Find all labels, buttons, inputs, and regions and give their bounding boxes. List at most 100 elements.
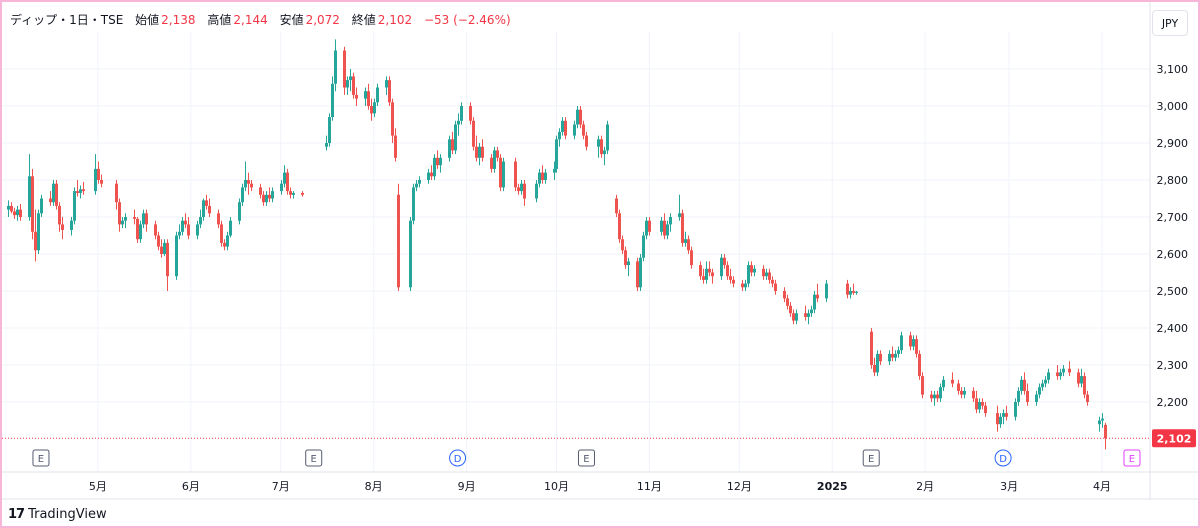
close-value: 2,102 xyxy=(377,13,413,27)
candle-body xyxy=(145,213,148,225)
footer-logo[interactable]: 17 TradingView xyxy=(8,507,107,522)
candle-body xyxy=(855,291,858,293)
earnings-marker-icon[interactable]: E xyxy=(32,449,50,467)
candle-body xyxy=(283,172,286,184)
candle-body xyxy=(271,191,274,199)
candle-body xyxy=(187,224,190,236)
candle-body xyxy=(16,209,19,216)
y-tick-label: 2,400 xyxy=(1157,322,1189,335)
candle-body xyxy=(807,313,810,317)
candle-body xyxy=(810,309,813,314)
candle-body xyxy=(942,379,945,388)
candle-body xyxy=(544,172,547,180)
earnings-marker-label: E xyxy=(583,454,589,465)
x-tick-label: 5月 xyxy=(89,480,107,493)
candle-body xyxy=(624,250,627,266)
candle-body xyxy=(585,135,588,147)
candle-body xyxy=(142,213,145,225)
candle-body xyxy=(1023,379,1026,391)
candle-body xyxy=(774,283,777,291)
candle-body xyxy=(385,80,388,88)
earnings-marker-icon[interactable]: E xyxy=(305,449,323,467)
candle-body xyxy=(541,172,544,180)
currency-button[interactable]: JPY xyxy=(1152,10,1188,36)
candle-body xyxy=(514,161,517,188)
candle-body xyxy=(184,220,187,225)
earnings-marker-icon[interactable]: E xyxy=(862,449,880,467)
candle-body xyxy=(52,183,55,203)
candle-body xyxy=(786,298,789,306)
candle-body xyxy=(481,146,484,158)
candle-body xyxy=(250,183,253,188)
candle-body xyxy=(115,183,118,203)
candle-body xyxy=(1005,413,1008,417)
candle-body xyxy=(334,50,337,84)
x-tick-label: 2025 xyxy=(817,480,848,493)
candle-body xyxy=(846,283,849,295)
candle-body xyxy=(301,192,304,195)
candle-body xyxy=(930,394,933,399)
candle-body xyxy=(538,172,541,184)
candle-body xyxy=(699,265,702,277)
earnings-marker-icon[interactable]: E xyxy=(577,449,595,467)
candle-body xyxy=(268,194,271,199)
candle-body xyxy=(217,213,220,225)
candle-body xyxy=(1062,368,1065,373)
candle-body xyxy=(154,224,157,236)
tradingview-logo-icon: 17 xyxy=(8,507,25,522)
candle-body xyxy=(124,217,127,221)
earnings-marker-icon[interactable]: E xyxy=(1123,449,1141,467)
candle-body xyxy=(163,242,166,254)
candle-body xyxy=(82,189,85,192)
candle-body xyxy=(40,198,43,214)
y-tick-label: 2,700 xyxy=(1157,211,1189,224)
last-price-label: 2,102 xyxy=(1157,432,1192,445)
candle-body xyxy=(100,180,103,184)
candle-body xyxy=(58,205,61,225)
x-tick-label: 10月 xyxy=(544,480,569,493)
candle-body xyxy=(409,220,412,288)
candle-body xyxy=(523,183,526,199)
symbol-title[interactable]: ディップ・1日・TSE xyxy=(10,13,124,27)
candle-body xyxy=(642,235,645,258)
candle-body xyxy=(912,339,915,347)
candle-body xyxy=(70,220,73,230)
candle-body xyxy=(415,183,418,188)
candle-body xyxy=(951,379,954,384)
candle-body xyxy=(999,416,1002,425)
candle-body xyxy=(804,313,807,317)
candle-body xyxy=(795,313,798,321)
candle-body xyxy=(669,217,672,225)
low-label: 安値 xyxy=(279,13,304,27)
candle-body xyxy=(762,268,765,277)
candle-body xyxy=(1080,376,1083,384)
candle-body xyxy=(681,213,684,243)
candle-body xyxy=(34,231,37,251)
candle-body xyxy=(448,139,451,158)
candle-body xyxy=(496,150,499,158)
candle-body xyxy=(1041,383,1044,388)
candle-body xyxy=(535,183,538,199)
candle-body xyxy=(61,224,64,230)
candle-body xyxy=(49,198,52,203)
candle-body xyxy=(792,313,795,321)
candle-body xyxy=(259,187,262,195)
y-tick-label: 2,900 xyxy=(1157,137,1189,150)
candle-body xyxy=(564,120,567,136)
dividend-marker-icon[interactable]: D xyxy=(449,449,467,467)
dividend-marker-icon[interactable]: D xyxy=(994,449,1012,467)
candle-body xyxy=(705,268,708,280)
candle-body xyxy=(579,109,582,125)
candle-body xyxy=(663,220,666,236)
candle-body xyxy=(223,242,226,247)
x-tick-label: 12月 xyxy=(727,480,752,493)
candle-body xyxy=(753,268,756,273)
x-tick-label: 6月 xyxy=(182,480,200,493)
candle-body xyxy=(388,80,391,103)
candle-body xyxy=(241,187,244,203)
candle-body xyxy=(439,157,442,166)
earnings-marker-label: E xyxy=(311,454,317,465)
x-tick-label: 8月 xyxy=(365,480,383,493)
high-label: 高値 xyxy=(207,13,232,27)
